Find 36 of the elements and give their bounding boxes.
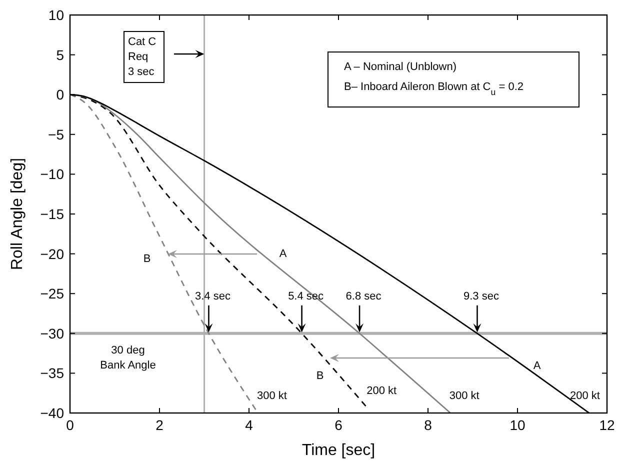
series-label: 300 kt bbox=[449, 390, 480, 402]
y-tick-label: −40 bbox=[40, 405, 64, 421]
y-tick-label: −10 bbox=[40, 166, 64, 182]
series-label: 300 kt bbox=[256, 390, 287, 402]
y-tick-label: −5 bbox=[48, 126, 64, 142]
annotation: B bbox=[143, 253, 151, 265]
annotation: A – Nominal (Unblown) bbox=[344, 61, 456, 73]
x-axis-title: Time [sec] bbox=[302, 442, 376, 459]
x-tick-label: 6 bbox=[334, 417, 343, 433]
y-tick-label: −20 bbox=[40, 246, 64, 262]
annotation: 6.8 sec bbox=[346, 290, 382, 302]
annotation: A bbox=[279, 248, 288, 260]
y-tick-label: 0 bbox=[56, 86, 64, 103]
y-tick-label: 10 bbox=[48, 7, 64, 23]
y-tick-label: −15 bbox=[40, 206, 64, 222]
y-tick-label: −25 bbox=[40, 286, 64, 302]
annotation: 9.3 sec bbox=[463, 290, 500, 302]
x-tick-label: 2 bbox=[156, 417, 164, 433]
series-label: 200 kt bbox=[570, 390, 600, 402]
y-tick-label: −30 bbox=[40, 325, 64, 342]
x-tick-label: 4 bbox=[245, 417, 254, 433]
annotation: B– Inboard Aileron Blown at C$_{u}$ = 0.2 bbox=[344, 81, 524, 97]
y-axis-title: Roll Angle [deg] bbox=[9, 158, 26, 270]
annotation: Cat C Req 3 sec bbox=[128, 36, 156, 78]
x-tick-label: 0 bbox=[66, 417, 74, 433]
annotation: 5.4 sec bbox=[288, 290, 324, 302]
x-tick-label: 12 bbox=[599, 417, 615, 433]
annotation: A bbox=[533, 360, 542, 372]
annotation: 3.4 sec bbox=[194, 290, 231, 302]
series-label: 200 kt bbox=[366, 385, 397, 398]
annotation: B bbox=[316, 370, 324, 382]
annotation: 30 deg Bank Angle bbox=[100, 344, 156, 372]
x-tick-label: 10 bbox=[510, 417, 526, 433]
y-tick-label: −35 bbox=[40, 365, 64, 382]
x-tick-label: 8 bbox=[424, 417, 432, 433]
y-tick-label: 5 bbox=[56, 46, 64, 63]
